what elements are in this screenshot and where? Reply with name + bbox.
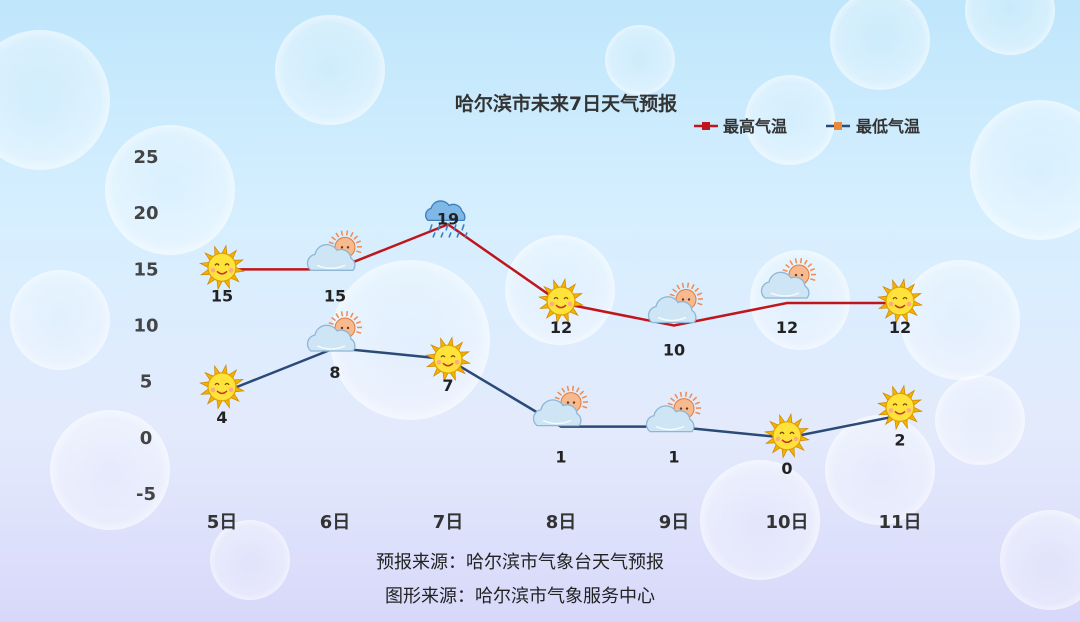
- rain-cloud-icon: [425, 200, 468, 238]
- legend-marker-low: [834, 122, 842, 130]
- data-label: 0: [781, 459, 792, 478]
- y-tick-label: 10: [133, 316, 158, 337]
- legend-marker-high: [702, 122, 710, 130]
- data-label: 2: [894, 430, 905, 449]
- legend-item-low: 最低气温: [826, 117, 920, 136]
- y-tick-label: 15: [133, 259, 158, 280]
- y-tick-label: 25: [133, 147, 158, 168]
- data-point: 12: [538, 278, 584, 337]
- data-label: 12: [776, 318, 798, 337]
- data-point: 10: [647, 282, 704, 360]
- y-tick-label: 5: [140, 372, 153, 393]
- data-point: 12: [877, 278, 923, 337]
- data-label: 10: [663, 341, 685, 360]
- partly-cloudy-icon: [645, 391, 702, 433]
- y-tick-label: 0: [140, 428, 153, 449]
- sun-icon: [425, 336, 471, 383]
- chart-title: 哈尔滨市未来7日天气预报: [455, 92, 677, 115]
- data-label: 8: [329, 363, 340, 382]
- x-axis: 5日 6日 7日 8日 9日 10日 11日: [207, 512, 922, 533]
- legend-label-low: 最低气温: [856, 117, 920, 136]
- data-label: 12: [550, 318, 572, 337]
- partly-cloudy-icon: [306, 311, 363, 352]
- data-point: 1: [645, 391, 702, 467]
- data-point: 2: [877, 384, 923, 449]
- sun-icon: [199, 363, 245, 410]
- partly-cloudy-icon: [532, 385, 589, 427]
- data-point: 12: [760, 258, 817, 337]
- sun-icon: [877, 384, 923, 431]
- sun-icon: [538, 278, 584, 325]
- data-point: 4: [199, 363, 245, 427]
- x-tick-label: 8日: [546, 512, 577, 533]
- data-point: 7: [425, 336, 471, 395]
- forecast-source-text: 预报来源：哈尔滨市气象台天气预报: [376, 552, 664, 573]
- x-tick-label: 7日: [433, 512, 464, 533]
- x-tick-label: 11日: [878, 512, 921, 533]
- sun-icon: [877, 278, 923, 325]
- data-label: 15: [324, 286, 346, 305]
- data-label: 15: [211, 286, 233, 305]
- data-label: 1: [668, 448, 679, 467]
- x-tick-label: 9日: [659, 512, 690, 533]
- data-point: 0: [764, 412, 810, 478]
- partly-cloudy-icon: [306, 230, 363, 271]
- data-point: 15: [199, 244, 245, 305]
- data-label: 1: [555, 448, 566, 467]
- data-label: 19: [437, 209, 459, 228]
- data-label: 4: [216, 408, 227, 427]
- data-point: 19: [425, 200, 468, 238]
- data-point: 8: [306, 311, 363, 382]
- y-tick-label: 20: [133, 203, 158, 224]
- data-label: 12: [889, 318, 911, 337]
- y-axis: 25 20 15 10 5 0 -5: [133, 147, 158, 505]
- x-tick-label: 6日: [320, 512, 351, 533]
- legend-label-high: 最高气温: [723, 117, 787, 136]
- graphic-source-text: 图形来源：哈尔滨市气象服务中心: [385, 586, 655, 607]
- sun-icon: [199, 244, 245, 291]
- x-tick-label: 5日: [207, 512, 238, 533]
- data-point: 15: [306, 230, 363, 305]
- data-point: 1: [532, 385, 589, 467]
- y-tick-label: -5: [136, 484, 156, 505]
- sun-icon: [764, 412, 810, 459]
- x-tick-label: 10日: [765, 512, 808, 533]
- legend: 最高气温 最低气温: [694, 117, 920, 136]
- partly-cloudy-icon: [760, 258, 817, 299]
- legend-item-high: 最高气温: [694, 117, 787, 136]
- data-label: 7: [442, 376, 453, 395]
- partly-cloudy-icon: [647, 282, 704, 324]
